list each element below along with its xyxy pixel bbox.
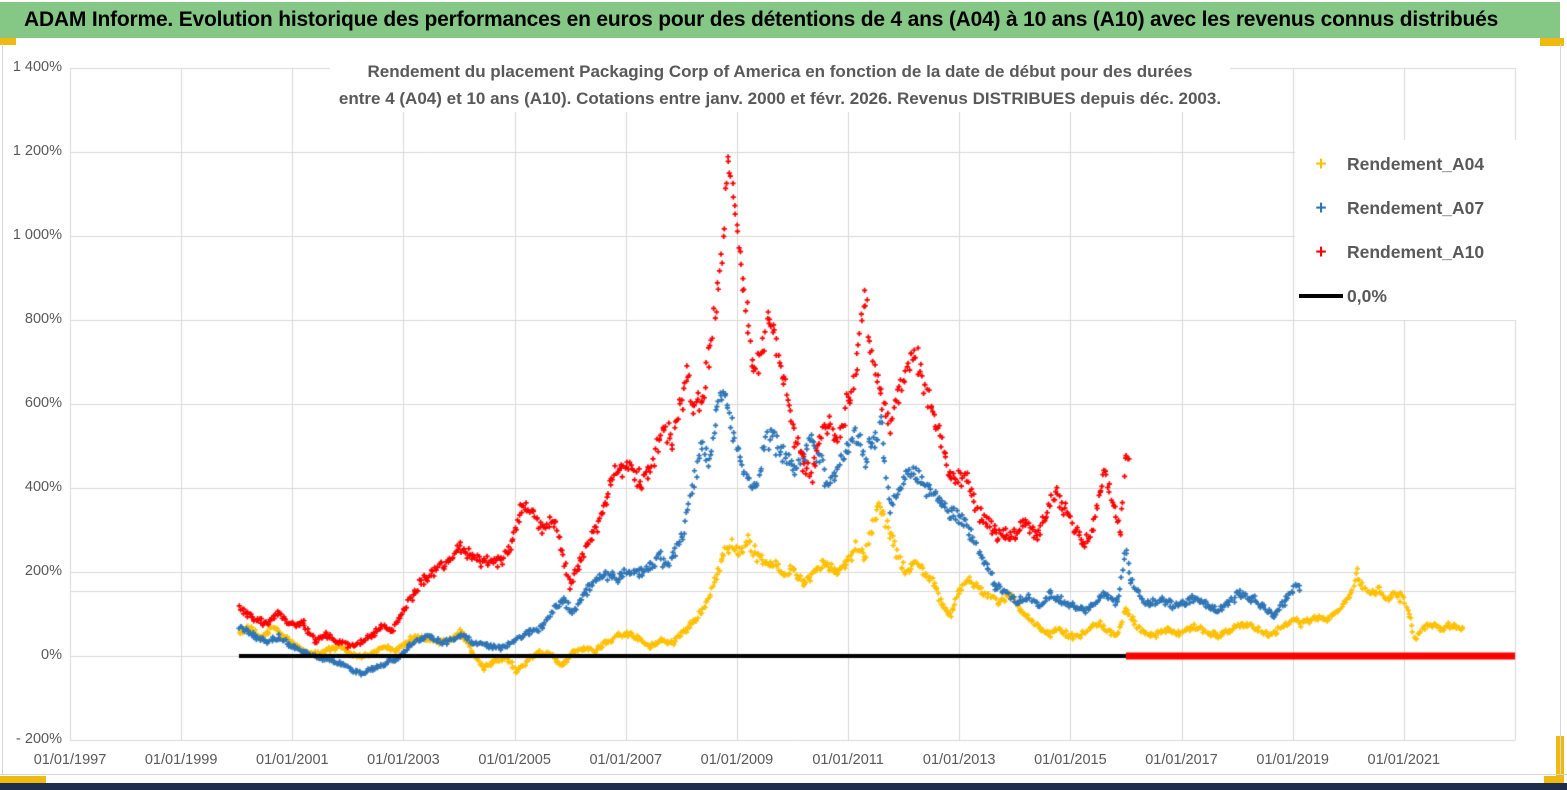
chart-border-right bbox=[1560, 44, 1561, 775]
x-axis-tick-label: 01/01/2011 bbox=[812, 752, 884, 768]
legend-item-a04: + Rendement_A04 bbox=[1295, 144, 1520, 184]
x-axis-tick-label: 01/01/2019 bbox=[1256, 752, 1329, 768]
y-axis-tick-label: 1 400% bbox=[12, 59, 62, 75]
legend: + Rendement_A04 + Rendement_A07 + Rendem… bbox=[1295, 140, 1520, 320]
legend-label: 0,0% bbox=[1347, 285, 1387, 306]
legend-item-zero-line: 0,0% bbox=[1295, 276, 1520, 316]
x-axis-tick-label: 01/01/2015 bbox=[1034, 752, 1107, 768]
y-axis-tick-label: 600% bbox=[24, 395, 62, 411]
chart-border-left bbox=[2, 44, 3, 775]
y-axis-tick-label: - 200% bbox=[16, 731, 62, 747]
plus-marker-icon: + bbox=[1315, 197, 1327, 219]
plus-marker-icon: + bbox=[1315, 241, 1327, 263]
x-axis-tick-label: 01/01/2007 bbox=[589, 752, 663, 768]
y-axis-tick-label: 1 000% bbox=[12, 227, 62, 243]
x-axis-tick-label: 01/01/2003 bbox=[367, 752, 440, 768]
gold-corner-mark-bottom-left bbox=[0, 776, 46, 784]
y-axis-tick-label: 800% bbox=[24, 311, 62, 327]
x-axis-tick-label: 01/01/1997 bbox=[33, 752, 107, 768]
banner: ADAM Informe. Evolution historique des p… bbox=[0, 2, 1560, 38]
legend-label: Rendement_A04 bbox=[1347, 153, 1485, 174]
x-axis-tick-label: 01/01/2021 bbox=[1367, 752, 1441, 768]
x-axis-tick-label: 01/01/2017 bbox=[1145, 752, 1218, 768]
x-axis-tick-label: 01/01/2009 bbox=[700, 752, 774, 768]
bottom-bar bbox=[0, 783, 1567, 790]
legend-label: Rendement_A10 bbox=[1347, 241, 1485, 262]
y-axis-tick-label: 0% bbox=[41, 647, 62, 663]
legend-item-a10: + Rendement_A10 bbox=[1295, 232, 1520, 272]
chart-title-line2: entre 4 (A04) et 10 ans (A10). Cotations… bbox=[338, 89, 1222, 108]
gold-corner-mark-bottom-right-h bbox=[1544, 776, 1564, 784]
chart-title: Rendement du placement Packaging Corp of… bbox=[330, 58, 1230, 112]
gold-corner-mark-top-right bbox=[1540, 38, 1564, 46]
plus-marker-icon: + bbox=[1315, 153, 1327, 175]
legend-item-a07: + Rendement_A07 bbox=[1295, 188, 1520, 228]
x-axis-tick-label: 01/01/1999 bbox=[144, 752, 218, 768]
gold-corner-mark-top-left bbox=[0, 38, 16, 45]
chart-border-bottom bbox=[0, 774, 1567, 775]
chart-title-line1: Rendement du placement Packaging Corp of… bbox=[367, 62, 1193, 81]
y-axis-tick-label: 200% bbox=[24, 563, 62, 579]
line-marker-icon bbox=[1299, 294, 1343, 298]
x-axis-tick-label: 01/01/2001 bbox=[256, 752, 329, 768]
x-axis-tick-label: 01/01/2005 bbox=[478, 752, 551, 768]
y-axis-tick-label: 400% bbox=[24, 479, 62, 495]
x-axis-tick-label: 01/01/2013 bbox=[922, 752, 996, 768]
page-title: ADAM Informe. Evolution historique des p… bbox=[24, 8, 1499, 31]
y-axis-tick-label: 1 200% bbox=[12, 143, 62, 159]
legend-label: Rendement_A07 bbox=[1347, 197, 1485, 218]
